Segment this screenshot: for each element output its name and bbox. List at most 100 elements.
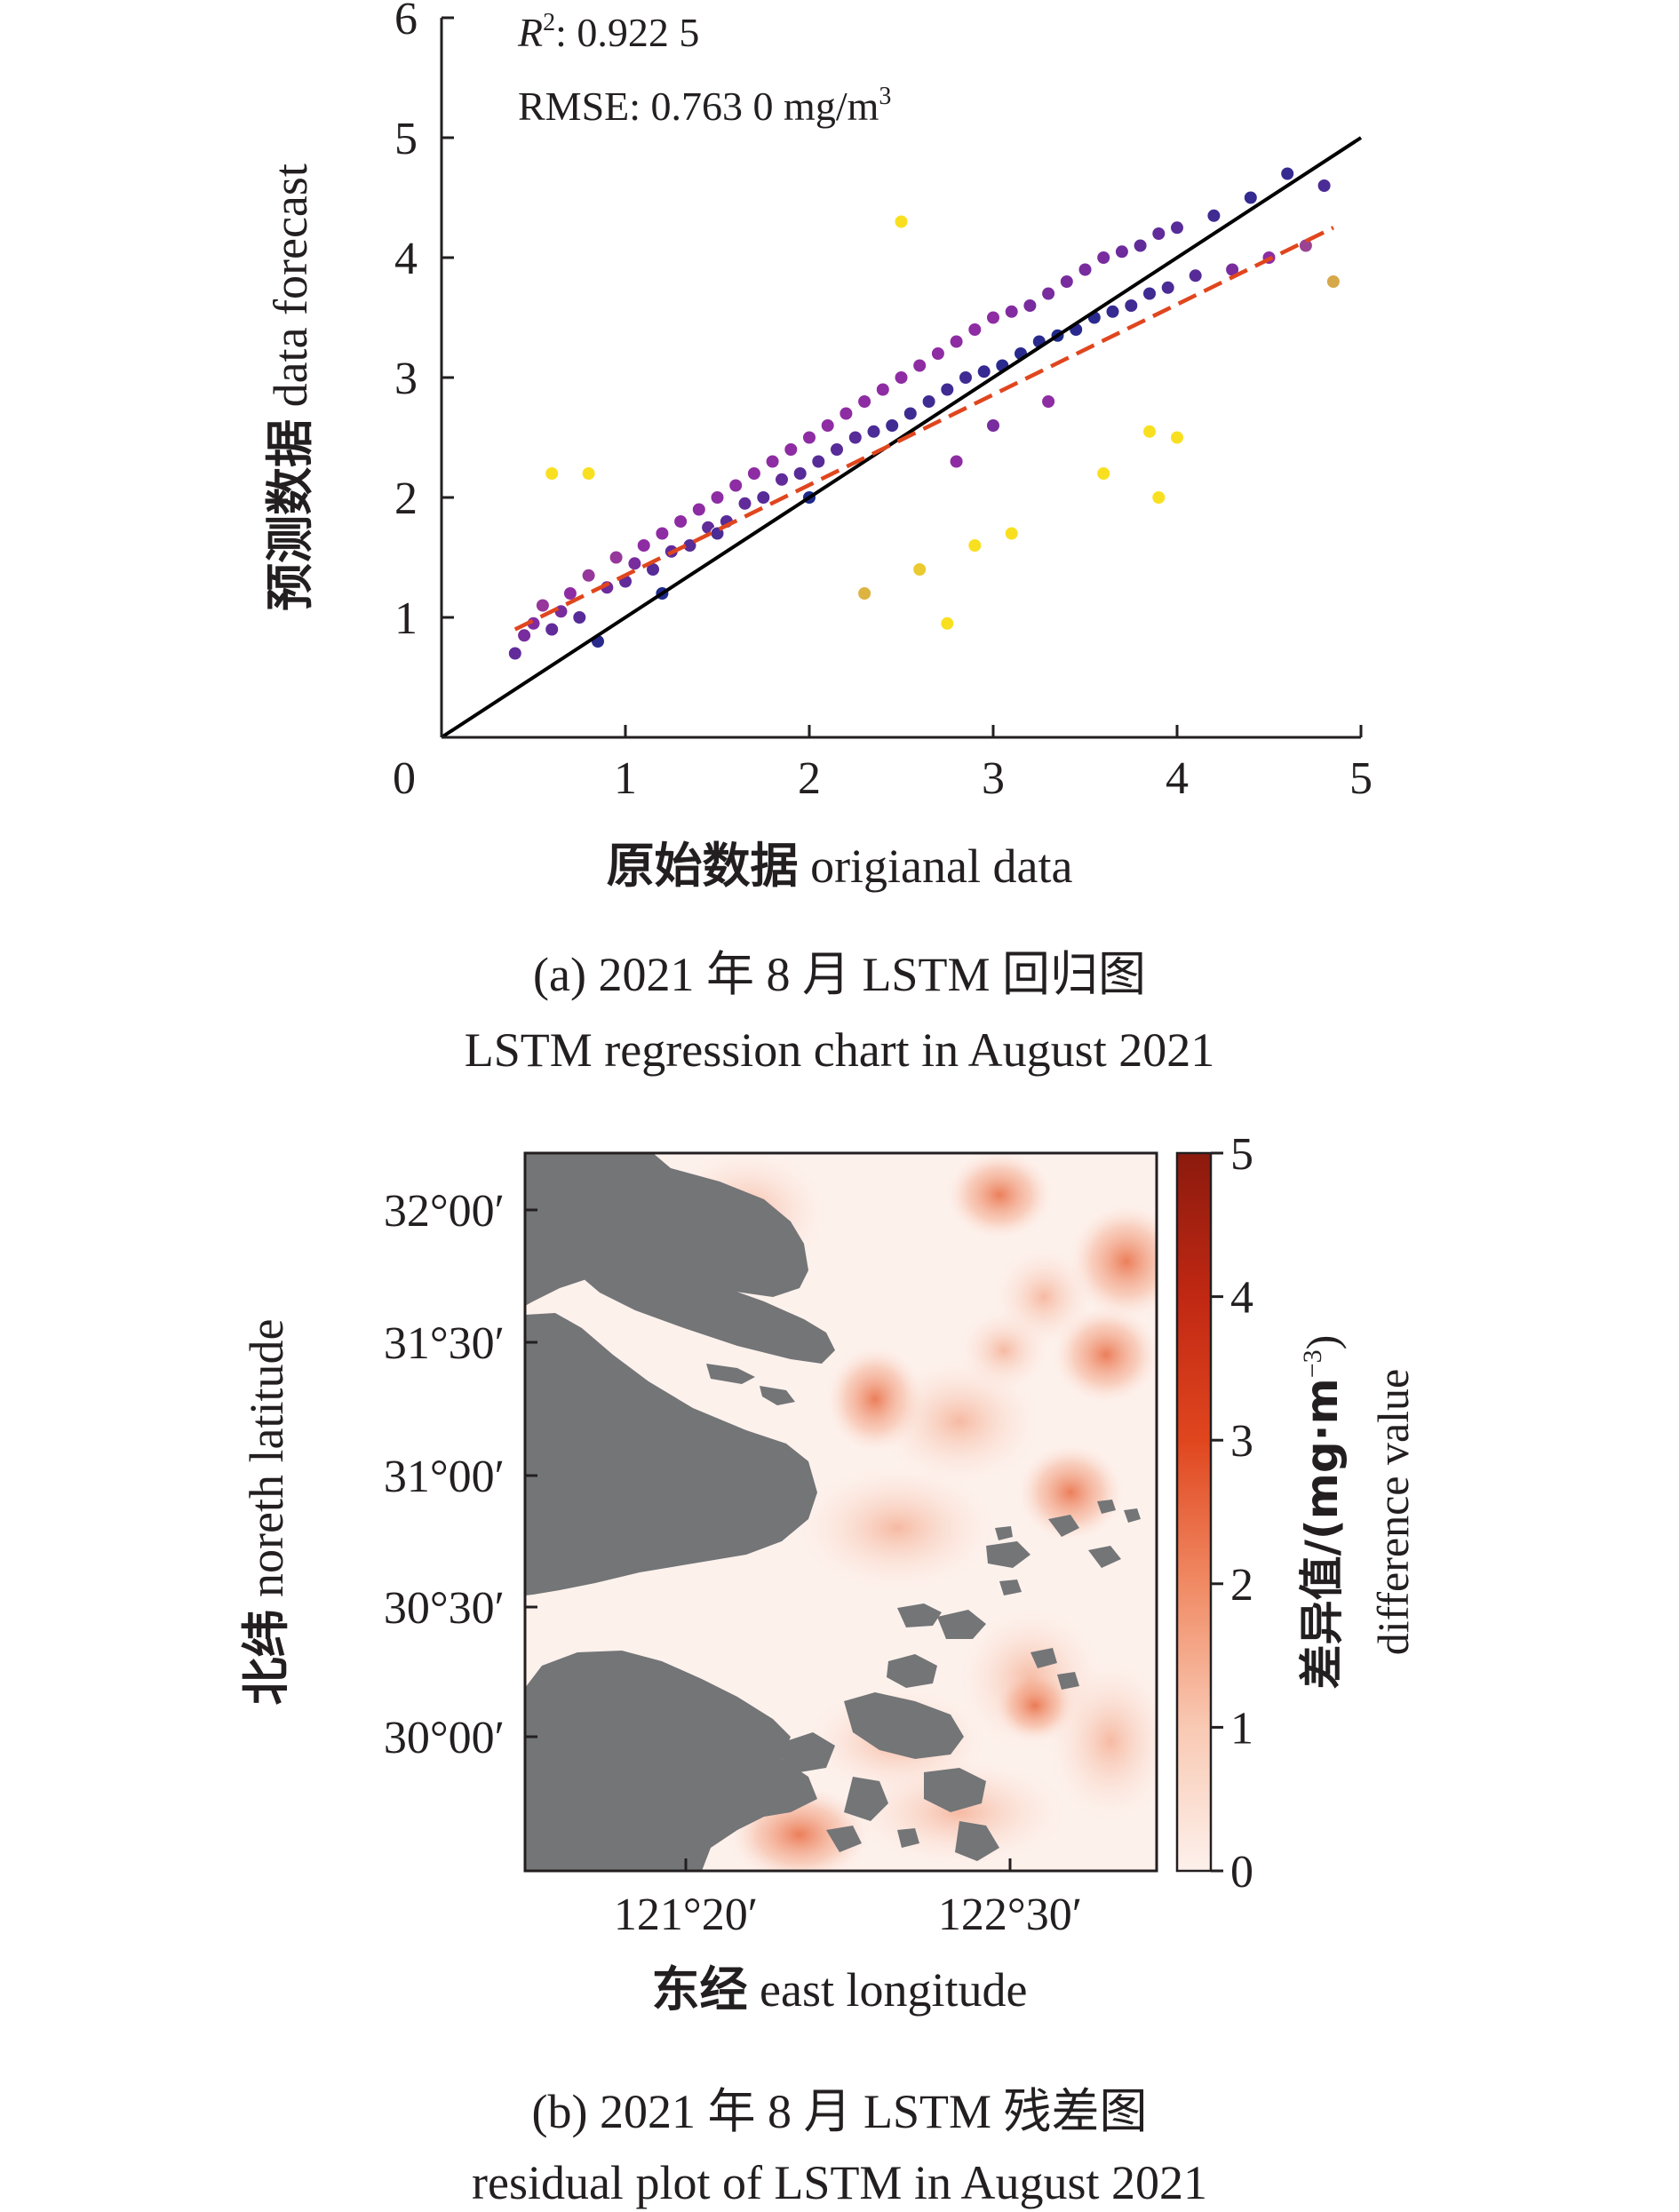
land-zhoushan-island [887,1654,937,1688]
scatter-point [1243,190,1258,205]
land-zhoushan-island [1088,1546,1121,1568]
map-frame [523,1151,1158,1873]
caption-a-line2: LSTM regression chart in August 2021 [465,1023,1214,1077]
scatter-point [912,562,927,577]
colorbar-tick-label: 1 [1230,1703,1253,1754]
residual-map: 121°20′ 122°30′32°00′31°30′31°00′30°30′30… [238,1129,1418,2209]
scatter-point [545,622,560,637]
caption-b-line2: residual plot of LSTM in August 2021 [472,2156,1207,2209]
scatter-point [710,490,725,505]
scatter-point [1151,490,1166,505]
scatter-point [1004,526,1019,541]
residual-hotspot [1017,1444,1124,1541]
scatter-point [581,568,596,583]
scatter-point [1317,179,1332,193]
colorbar-ticks [1211,1151,1223,1873]
scatter-point [1041,286,1056,301]
scatter-point [756,490,771,505]
land-estuary-island [760,1386,795,1405]
land-zhoushan-island [782,1732,835,1772]
scatter-point [535,598,550,613]
regression-chart: 0 1 2 3 4 5 1 2 3 4 5 6 R2: 0.922 5 RMSE: 0.763 0 m… [262,0,1373,1077]
land-zhoushan-main [844,1692,964,1759]
scatter-point [1041,394,1056,409]
scatter-point [802,430,816,445]
colorbar [1175,1151,1213,1873]
colorbar-tick-label: 0 [1230,1847,1253,1898]
scatter-point [765,454,780,469]
map-y-tick-label: 30°00′ [384,1713,505,1763]
scatter-point [507,646,522,661]
scatter-point [1124,298,1139,313]
land-zhoushan-island [1124,1508,1141,1523]
x-tick-label: 0 [393,753,416,804]
land-zhoushan-island [1097,1500,1116,1514]
rmse-annotation: RMSE: 0.763 0 mg/m3 [518,83,891,129]
scatter-point [673,514,688,529]
residual-hotspot [946,1153,1053,1239]
colorbar-label-en: difference value [1368,1369,1418,1656]
land-zhoushan-island [897,1828,919,1848]
y-tick-label: 6 [394,0,418,44]
y-tick-label: 1 [394,593,418,644]
x-axis-label: 原始数据 origianal data [607,838,1073,894]
identity-line [440,136,1363,739]
scatter-point [545,466,560,481]
scatter-point [894,370,909,385]
map-tick-labels: 121°20′ 122°30′ 32°00′ 31°30′ 31°00′ 30°30′ 30… [384,1186,1082,1940]
land-shanghai [525,1313,817,1595]
scatter-point [940,616,955,631]
scatter-point [986,310,1000,325]
scatter-point [1151,227,1166,241]
y-tick-label: 3 [394,354,418,404]
map-area [525,1153,1157,1871]
residual-patch [1048,1661,1157,1821]
scatter-point [885,418,900,433]
scatter-point [940,382,955,397]
scatter-point [572,610,587,625]
scatter-point [1142,286,1157,301]
land-estuary-island [706,1364,755,1384]
map-x-tick-label: 122°30′ [938,1890,1082,1940]
scatter-point [1004,304,1019,319]
colorbar-tick-label: 4 [1230,1273,1253,1324]
land-zhoushan-island [955,1821,999,1861]
land-zhoushan-island [844,1777,888,1821]
scatter-point [1206,208,1221,223]
land-zhoushan-island [986,1541,1030,1568]
map-y-tick-label: 30°30′ [384,1583,505,1634]
land-zhoushan-island [1030,1648,1057,1668]
residual-patch [879,1359,1039,1484]
scatter-point [949,454,964,469]
scatter-point [811,454,826,469]
scatter-point [921,394,936,409]
scatter-point [746,466,761,481]
scatter-point [1142,424,1157,439]
scatter-point [775,472,789,487]
scatter-point [1105,304,1120,319]
scatter-point [636,538,651,553]
scatter-point [967,322,983,337]
scatter-point [1059,275,1074,289]
scatter-point [967,538,983,553]
scatter-point [949,334,964,349]
scatter-point [1096,466,1111,481]
y-axis-label: 预测数据 data forecast [262,163,318,611]
residual-patch [800,1466,995,1590]
scatter-points-layer [507,166,1341,661]
scatter-point [553,604,569,619]
r2-annotation: R2: 0.922 5 [517,9,699,55]
y-tick-label: 5 [394,114,418,164]
scatter-point [959,370,973,385]
x-tick-label: 3 [982,753,1005,804]
map-y-tick-label: 32°00′ [384,1186,505,1237]
x-tick-label: 1 [614,753,637,804]
scatter-point [784,442,799,457]
map-x-tick-label: 121°20′ [614,1890,758,1940]
land-zhoushan-island [1057,1672,1079,1690]
land-zhoushan-island [924,1768,986,1812]
x-tick-label: 4 [1166,753,1189,804]
scatter-point [691,502,706,517]
scatter-point [1170,430,1184,445]
scatter-point [1133,238,1148,253]
